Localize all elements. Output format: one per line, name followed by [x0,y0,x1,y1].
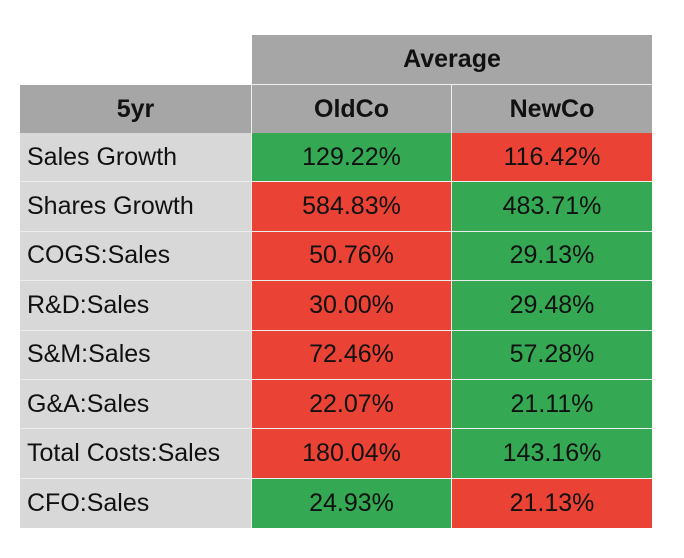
row-label-randd-sales: R&D:Sales [20,281,252,331]
oldco-value-cfo-sales: 24.93% [252,478,452,529]
average-group-header: Average [252,35,652,85]
newco-value-shares-growth: 483.71% [452,182,652,232]
newco-value-cfo-sales: 21.13% [452,478,652,529]
newco-value-cogs-sales: 29.13% [452,231,652,282]
row-label-ganda-sales: G&A:Sales [20,380,252,430]
oldco-value-total-costs-sales: 180.04% [252,429,452,479]
oldco-value-sandm-sales: 72.46% [252,330,452,380]
column-header-newco: NewCo [452,85,652,133]
oldco-value-randd-sales: 30.00% [252,281,452,331]
newco-value-total-costs-sales: 143.16% [452,429,652,479]
oldco-value-sales-growth: 129.22% [252,133,452,183]
row-label-cogs-sales: COGS:Sales [20,231,252,282]
row-label-total-costs-sales: Total Costs:Sales [20,429,252,479]
row-label-sandm-sales: S&M:Sales [20,330,252,380]
row-label-cfo-sales: CFO:Sales [20,478,252,529]
newco-value-randd-sales: 29.48% [452,281,652,331]
oldco-value-shares-growth: 584.83% [252,182,452,232]
row-label-shares-growth: Shares Growth [20,182,252,232]
column-header-oldco: OldCo [252,85,452,133]
oldco-value-cogs-sales: 50.76% [252,231,452,282]
oldco-value-ganda-sales: 22.07% [252,380,452,430]
newco-value-sales-growth: 116.42% [452,133,652,183]
corner-header-5yr: 5yr [20,85,252,133]
newco-value-sandm-sales: 57.28% [452,330,652,380]
newco-value-ganda-sales: 21.11% [452,380,652,430]
row-label-sales-growth: Sales Growth [20,133,252,183]
